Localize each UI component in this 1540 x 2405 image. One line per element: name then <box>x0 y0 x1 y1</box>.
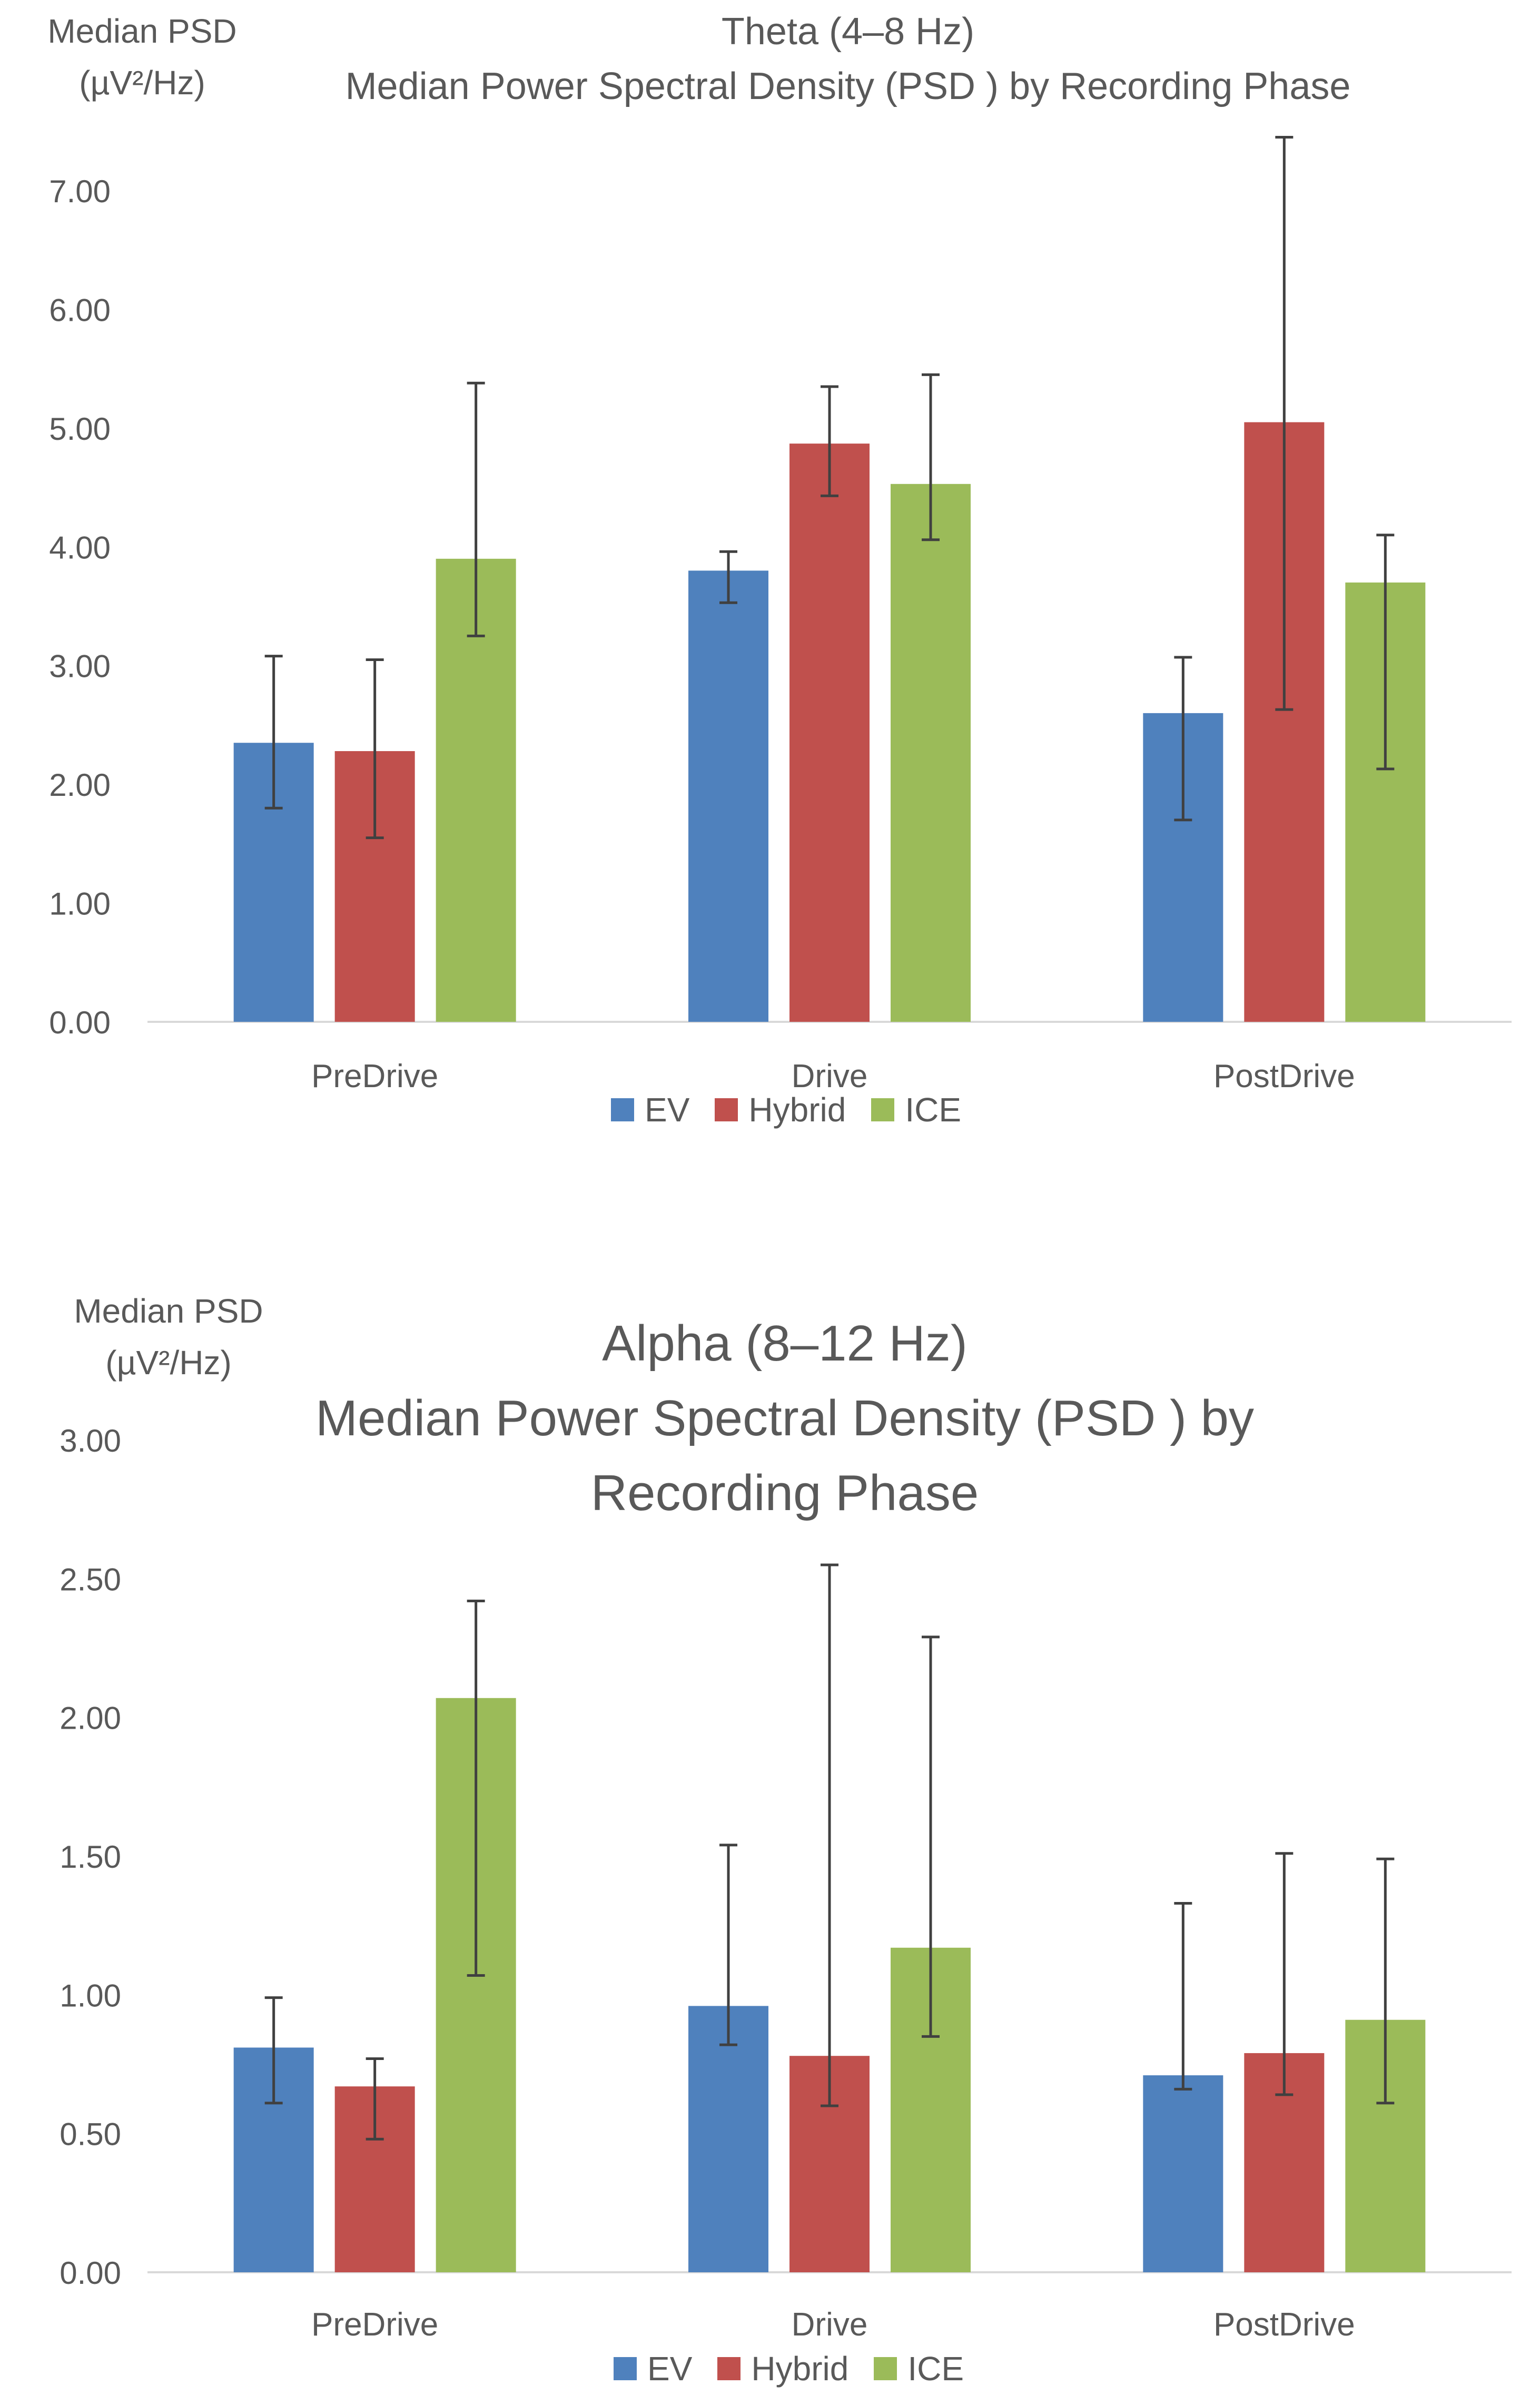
legend-label-ice: ICE <box>907 2350 964 2388</box>
x-tick-label: PostDrive <box>1213 1058 1355 1095</box>
legend-item-ice: ICE <box>871 1090 961 1129</box>
y-tick-label: 5.00 <box>49 411 111 447</box>
bar-ev-drive <box>688 570 768 1022</box>
y-tick-label: 2.00 <box>60 1701 121 1736</box>
legend-label-ev: EV <box>645 1091 690 1129</box>
x-tick-label: Drive <box>792 2307 868 2343</box>
legend-swatch-ice <box>874 2357 897 2380</box>
chart-title: Theta (4–8 Hz) Median Power Spectral Den… <box>221 4 1475 114</box>
legend-label-hybrid: Hybrid <box>748 1091 846 1129</box>
x-tick-label: PostDrive <box>1213 2307 1355 2343</box>
legend-item-ice: ICE <box>874 2349 964 2388</box>
bar-ice-drive <box>891 484 971 1022</box>
y-tick-label: 3.00 <box>60 1423 121 1458</box>
y-axis-label-line1: Median PSD <box>47 12 237 50</box>
chart-title-line2: Median Power Spectral Density (PSD ) by <box>315 1390 1254 1446</box>
legend-label-ice: ICE <box>905 1091 961 1129</box>
theta-chart: Median PSD (µV²/Hz) Theta (4–8 Hz) Media… <box>0 0 1540 1185</box>
y-tick-label: 0.00 <box>49 1005 111 1040</box>
y-axis-label-line1: Median PSD <box>74 1292 263 1330</box>
theta-plot-area: 0.00 1.00 2.00 3.00 4.00 5.00 6.00 7.00 PreDrive… <box>49 136 1512 1095</box>
chart-title-line1: Theta (4–8 Hz) <box>721 11 975 53</box>
legend-label-ev: EV <box>647 2350 693 2388</box>
y-tick-label: 1.00 <box>60 1978 121 2013</box>
y-tick-label: 0.00 <box>60 2255 121 2291</box>
bar-ev-postdrive <box>1143 2075 1223 2272</box>
legend: EV Hybrid ICE <box>611 1090 961 1129</box>
legend-label-hybrid: Hybrid <box>751 2350 849 2388</box>
legend-swatch-hybrid <box>717 2357 741 2380</box>
y-tick-label: 2.00 <box>49 767 111 803</box>
alpha-plot-area: 0.00 0.50 1.00 1.50 2.00 2.50 3.00 PreDrive Driv… <box>60 1423 1512 2343</box>
alpha-chart: Median PSD (µV²/Hz) Alpha (8–12 Hz) Medi… <box>0 1254 1540 2405</box>
chart-title-line3: Recording Phase <box>590 1465 979 1521</box>
bar-hybrid-drive <box>789 443 870 1022</box>
legend-item-hybrid: Hybrid <box>715 1090 846 1129</box>
legend-swatch-ice <box>871 1098 895 1121</box>
chart-title-line2: Median Power Spectral Density (PSD ) by … <box>345 65 1351 107</box>
chart-title: Alpha (8–12 Hz) Median Power Spectral De… <box>232 1306 1338 1531</box>
y-tick-label: 0.50 <box>60 2117 121 2152</box>
y-tick-label: 2.50 <box>60 1562 121 1597</box>
y-axis-label: Median PSD (µV²/Hz) <box>58 1285 279 1388</box>
y-axis-label-line2: (µV²/Hz) <box>105 1344 232 1382</box>
y-axis-label: Median PSD (µV²/Hz) <box>32 5 253 109</box>
legend-swatch-hybrid <box>715 1098 738 1121</box>
legend-item-hybrid: Hybrid <box>717 2349 848 2388</box>
y-tick-label: 3.00 <box>49 649 111 684</box>
legend-swatch-ev <box>611 1098 634 1121</box>
x-tick-label: PreDrive <box>311 2307 438 2343</box>
legend-item-ev: EV <box>611 1090 689 1129</box>
y-tick-label: 4.00 <box>49 530 111 565</box>
y-axis-label-line2: (µV²/Hz) <box>79 64 205 102</box>
chart-title-line1: Alpha (8–12 Hz) <box>602 1315 968 1372</box>
legend: EV Hybrid ICE <box>614 2349 964 2388</box>
bar-ev-drive <box>688 2006 768 2272</box>
legend-item-ev: EV <box>614 2349 692 2388</box>
y-tick-label: 1.00 <box>49 886 111 922</box>
y-tick-label: 1.50 <box>60 1839 121 1875</box>
legend-swatch-ev <box>614 2357 637 2380</box>
x-tick-label: PreDrive <box>311 1058 438 1095</box>
x-tick-label: Drive <box>792 1058 868 1095</box>
y-tick-label: 7.00 <box>49 174 111 209</box>
y-tick-label: 6.00 <box>49 292 111 328</box>
